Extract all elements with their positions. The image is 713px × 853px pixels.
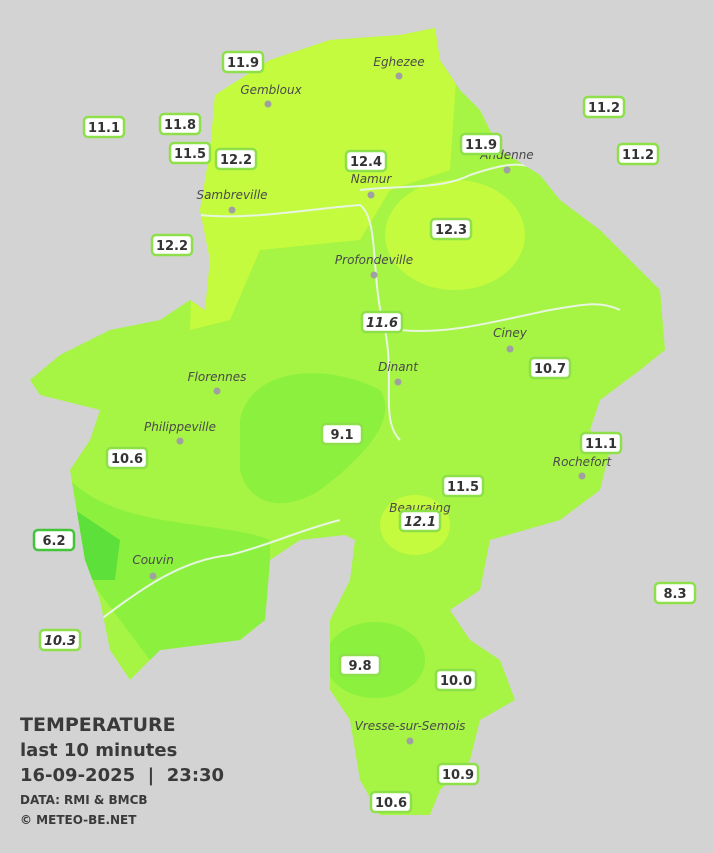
station-box	[369, 790, 413, 814]
city-dot	[228, 206, 236, 214]
station-box	[398, 509, 442, 533]
city-dot	[506, 345, 514, 353]
station-value: 12.4	[350, 155, 382, 170]
station-value: 11.2	[588, 101, 620, 116]
station-box	[459, 132, 503, 156]
station-value: 11.1	[88, 121, 120, 136]
station-box	[214, 147, 258, 171]
station-box	[150, 233, 194, 257]
station-value: 11.9	[465, 138, 497, 153]
station-box	[344, 149, 388, 173]
legend-title: TEMPERATURE	[20, 714, 176, 736]
legend-copyright: © METEO-BE.NET	[20, 813, 137, 827]
station-box	[82, 115, 126, 139]
zone	[190, 28, 460, 330]
city-dot	[503, 166, 511, 174]
station-box	[653, 581, 697, 605]
city-dot	[149, 572, 157, 580]
city-label: Sambreville	[196, 188, 267, 202]
station-value: 11.5	[174, 147, 206, 162]
station-value: 11.9	[227, 56, 259, 71]
station-value: 8.3	[663, 587, 686, 602]
station-value: 10.7	[534, 362, 566, 377]
city-label: Namur	[351, 172, 393, 186]
city-label: Vresse-sur-Semois	[355, 719, 466, 733]
river	[199, 203, 401, 441]
city-dot	[213, 387, 221, 395]
station-box	[320, 422, 364, 446]
station-value: 10.9	[442, 768, 474, 783]
station-value: 9.8	[348, 659, 371, 674]
legend-datetime: 16-09-2025 | 23:30	[20, 765, 224, 786]
city-label: Couvin	[132, 553, 173, 567]
station-box	[38, 628, 82, 652]
city-label: Eghezee	[373, 55, 424, 69]
station-box	[338, 653, 382, 677]
city-dot	[394, 378, 402, 386]
city-label: Rochefort	[553, 455, 613, 469]
city-label: Philippeville	[144, 420, 216, 434]
zone	[75, 510, 120, 580]
station-value: 11.5	[447, 480, 479, 495]
station-value: 10.0	[440, 674, 472, 689]
station-box	[434, 668, 478, 692]
city-label: Gembloux	[240, 83, 302, 97]
station-box	[528, 356, 572, 380]
legend-source: DATA: RMI & BMCB	[20, 793, 148, 807]
station-value: 12.1	[404, 515, 436, 530]
legend-subtitle: last 10 minutes	[20, 740, 177, 761]
zone	[240, 373, 386, 504]
station-box	[221, 50, 265, 74]
station-value: 12.2	[220, 153, 252, 168]
station-value: 12.3	[435, 223, 467, 238]
city-dot	[406, 737, 414, 745]
station-value: 10.3	[44, 634, 76, 649]
station-box	[429, 217, 473, 241]
city-dot	[176, 437, 184, 445]
station-box	[616, 142, 660, 166]
station-value: 11.8	[164, 118, 196, 133]
station-box	[436, 762, 480, 786]
station-box	[168, 141, 212, 165]
station-box	[579, 431, 623, 455]
station-value: 6.2	[42, 534, 65, 549]
station-value: 10.6	[375, 796, 407, 811]
city-label: Florennes	[188, 370, 247, 384]
river	[99, 519, 341, 621]
city-label: Profondeville	[335, 253, 413, 267]
river	[399, 303, 621, 332]
station-box	[105, 446, 149, 470]
city-dot	[395, 72, 403, 80]
station-value: 11.1	[585, 437, 617, 452]
city-dot	[370, 271, 378, 279]
station-value: 10.6	[111, 452, 143, 467]
station-value: 12.2	[156, 239, 188, 254]
station-value: 11.2	[622, 148, 654, 163]
station-value: 11.6	[366, 316, 398, 331]
station-value: 9.1	[330, 428, 353, 443]
station-box	[158, 112, 202, 136]
city-dot	[367, 191, 375, 199]
station-box	[582, 95, 626, 119]
station-box	[441, 474, 485, 498]
river	[359, 163, 541, 191]
city-dot	[578, 472, 586, 480]
zone	[70, 480, 270, 660]
station-box	[32, 528, 76, 552]
legend: TEMPERATURE last 10 minutes 16-09-2025 |…	[20, 714, 224, 827]
stations: 11.9 11.1 11.8 11.5 12.2 12.4 11.9 11.2 11.2 12.2…	[32, 50, 697, 814]
station-box	[360, 310, 404, 334]
city-dot	[264, 100, 272, 108]
city-label: Dinant	[378, 360, 419, 374]
city-label: Ciney	[493, 326, 528, 340]
